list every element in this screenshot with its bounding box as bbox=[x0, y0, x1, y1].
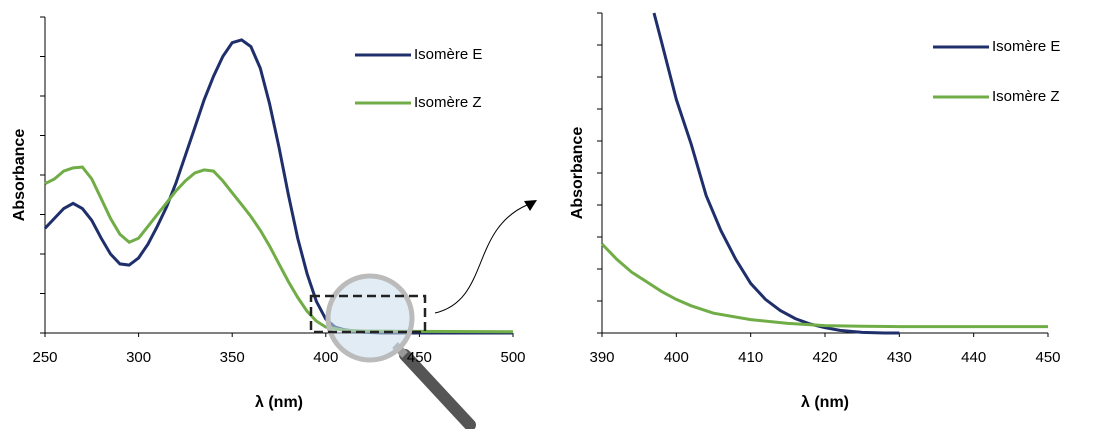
x-tick-label: 440 bbox=[961, 349, 986, 366]
x-tick-label: 400 bbox=[664, 349, 689, 366]
series-line bbox=[43, 38, 513, 335]
x-tick-label: 400 bbox=[313, 349, 338, 366]
x-tick-label: 500 bbox=[500, 349, 525, 366]
legend-label: Isomère E bbox=[992, 38, 1060, 55]
series-line bbox=[44, 165, 514, 334]
legend-label: Isomère E bbox=[414, 46, 482, 63]
x-tick-label: 450 bbox=[407, 349, 432, 366]
series-line bbox=[600, 242, 1048, 329]
x-tick-label: 250 bbox=[32, 349, 57, 366]
x-axis-label: λ (nm) bbox=[801, 394, 849, 411]
zoom-overlay bbox=[309, 200, 537, 363]
x-tick-label: 410 bbox=[738, 349, 763, 366]
x-tick-label: 390 bbox=[589, 349, 614, 366]
x-tick-label: 420 bbox=[812, 349, 837, 366]
x-tick-label: 450 bbox=[1035, 349, 1060, 366]
y-axis-label: Absorbance bbox=[569, 127, 586, 220]
legend-label: Isomère Z bbox=[414, 94, 482, 111]
x-axis-label: λ (nm) bbox=[255, 394, 303, 411]
x-tick-label: 300 bbox=[126, 349, 151, 366]
plot: 250 300 350 400 450 500 λ (nm) Absorbance Isomèr… bbox=[11, 16, 526, 411]
x-tick-label: 430 bbox=[887, 349, 912, 366]
y-axis-label: Absorbance bbox=[11, 129, 28, 222]
legend-label: Isomère Z bbox=[992, 88, 1060, 105]
series-line bbox=[652, 12, 900, 335]
plot: 390 400 410 420 430 440 450 λ (nm) Absorbance Iso… bbox=[569, 12, 1061, 411]
x-tick-label: 350 bbox=[220, 349, 245, 366]
